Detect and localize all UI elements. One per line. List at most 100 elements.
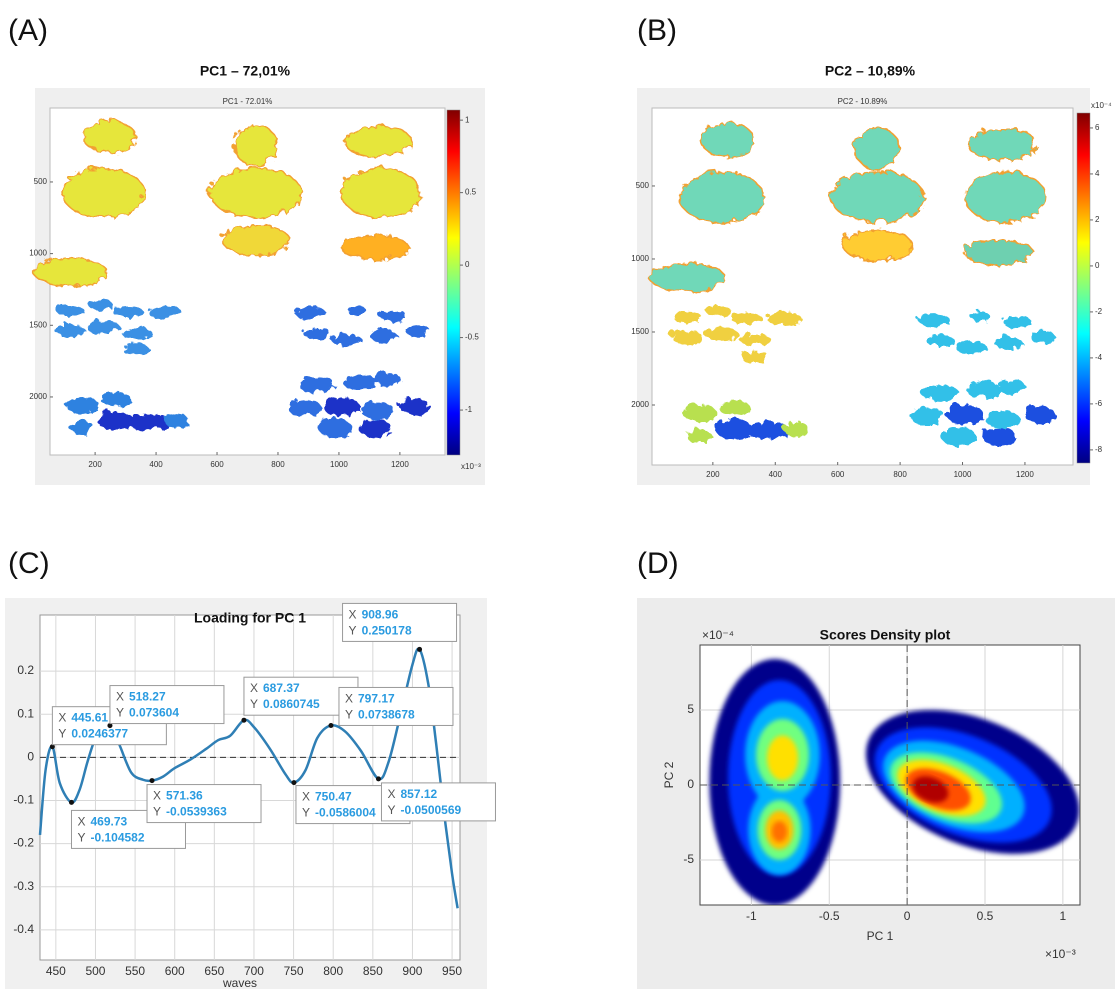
datatip-text: X797.17 (345, 692, 395, 706)
x-tick-label: -0.5 (819, 909, 840, 923)
blob (738, 332, 769, 344)
blob (54, 302, 81, 314)
datatip-axis: X (302, 790, 310, 804)
datatip-axis: Y (58, 727, 66, 741)
blob (321, 395, 358, 414)
blob (671, 308, 699, 320)
colorbar-tick-label: -2 (1095, 307, 1103, 316)
blob (368, 328, 395, 340)
y-tick-label: 2000 (631, 400, 649, 409)
x-tick-label: 600 (831, 470, 845, 479)
datatip-value: 857.12 (400, 787, 437, 801)
datatip-axis: X (349, 608, 357, 622)
colorbar-tick-label: 6 (1095, 123, 1100, 132)
datatip-value: 0.250178 (362, 624, 412, 638)
blob (119, 325, 149, 337)
datatip-axis: X (77, 815, 85, 829)
blob (162, 412, 186, 426)
datatip-axis: X (58, 711, 66, 725)
blob (963, 169, 1044, 220)
y-tick-label: 5 (687, 702, 694, 716)
blob (677, 169, 761, 220)
chart-title: PC1 – 72,01% (200, 63, 291, 79)
x-tick-label: 800 (271, 460, 285, 469)
blob (1028, 329, 1053, 341)
blob (403, 322, 427, 334)
datatip-value: 0.073604 (129, 706, 179, 720)
colorbar-tick-label: -6 (1095, 399, 1103, 408)
blob (919, 382, 956, 399)
blob (359, 400, 393, 418)
y-tick-label: 500 (636, 181, 650, 190)
datatip-axis: Y (250, 697, 258, 711)
x-tick-label: 1200 (1016, 470, 1034, 479)
x-tick-label: 0 (904, 909, 911, 923)
x-tick-label: 850 (363, 964, 383, 978)
x-tick-label: 1000 (330, 460, 348, 469)
chart-subtitle: PC2 - 10.89% (838, 97, 888, 106)
y-tick-label: -0.3 (13, 879, 34, 893)
blob (1002, 314, 1030, 326)
blob (371, 370, 398, 384)
colorbar-tick-label: 1 (465, 115, 470, 124)
x-tick-label: 550 (125, 964, 145, 978)
blob (744, 420, 788, 437)
y-tick-label: -0.4 (13, 922, 34, 936)
datatip-marker (69, 800, 74, 805)
blob (301, 325, 328, 337)
blob (953, 339, 984, 351)
datatip-marker (291, 780, 296, 785)
blob (764, 309, 798, 323)
x-tick-label: 200 (88, 460, 102, 469)
blob (339, 166, 418, 215)
datatip-text: X 469.73 (77, 815, 127, 829)
blob (969, 309, 988, 320)
blob (232, 123, 275, 164)
x-tick-label: 400 (769, 470, 783, 479)
x-axis-label: PC 1 (867, 929, 894, 943)
blob (31, 256, 104, 283)
blob (110, 303, 140, 315)
datatip-marker (376, 776, 381, 781)
colorbar (1077, 113, 1090, 463)
x-tick-label: 450 (46, 964, 66, 978)
blob (356, 417, 390, 435)
blob (293, 304, 323, 317)
datatip-value: 797.17 (358, 692, 395, 706)
blob (86, 297, 110, 308)
datatip-value: 469.73 (90, 815, 127, 829)
datatip-value: 571.36 (166, 789, 203, 803)
y-multiplier: ×10⁻⁴ (702, 628, 734, 642)
blob (1022, 404, 1053, 421)
y-tick-label: 1000 (29, 249, 47, 258)
colorbar-tick-label: 4 (1095, 169, 1100, 178)
datatip-axis: Y (116, 706, 124, 720)
datatip-marker (150, 778, 155, 783)
blob (963, 238, 1032, 263)
x-tick-label: -1 (746, 909, 757, 923)
colorbar-multiplier: x10⁻³ (461, 462, 481, 471)
x-tick-label: 800 (893, 470, 907, 479)
colorbar-multiplier: x10⁻⁴ (1091, 101, 1112, 110)
x-tick-label: 0.5 (977, 909, 994, 923)
y-tick-label: 0 (687, 777, 694, 791)
panel-label: (B) (637, 14, 677, 47)
datatip-text: X 857.12 (387, 787, 437, 801)
y-tick-label: 0 (27, 749, 34, 763)
blob (966, 127, 1035, 158)
datatip-axis: X (387, 787, 395, 801)
y-tick-label: 1500 (29, 320, 47, 329)
blob (995, 378, 1023, 392)
colorbar-tick-label: -1 (465, 405, 473, 414)
blob (680, 402, 714, 419)
y-tick-label: 0.1 (17, 706, 34, 720)
blob (980, 425, 1014, 443)
blob (339, 233, 406, 258)
datatip-axis: X (153, 789, 161, 803)
y-axis-label: PC 2 (662, 761, 676, 788)
colorbar-tick-label: -4 (1095, 353, 1103, 362)
blob (377, 308, 404, 320)
x-tick-label: 950 (442, 964, 462, 978)
datatip-value: 687.37 (263, 681, 300, 695)
